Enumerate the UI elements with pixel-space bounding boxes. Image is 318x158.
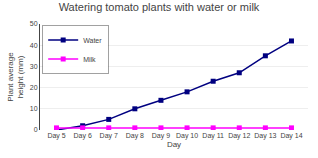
svg-text:Day 9: Day 9 — [152, 132, 170, 140]
svg-text:40: 40 — [30, 42, 38, 49]
svg-text:Water: Water — [83, 37, 102, 44]
svg-text:50: 50 — [30, 20, 38, 27]
svg-text:Day 14: Day 14 — [280, 132, 302, 140]
svg-text:Day: Day — [167, 140, 181, 149]
svg-text:Watering tomato plants with wa: Watering tomato plants with water or mil… — [59, 1, 260, 13]
svg-text:0: 0 — [34, 126, 38, 133]
svg-text:Day 8: Day 8 — [126, 132, 144, 140]
svg-text:Day 12: Day 12 — [228, 132, 250, 140]
svg-text:Plant averageheight (mm): Plant averageheight (mm) — [6, 52, 25, 102]
svg-text:Day 10: Day 10 — [176, 132, 198, 140]
svg-text:Day 6: Day 6 — [73, 132, 91, 140]
svg-text:10: 10 — [30, 105, 38, 112]
svg-text:Day 7: Day 7 — [100, 132, 118, 140]
svg-text:Day 5: Day 5 — [47, 132, 65, 140]
svg-text:Milk: Milk — [83, 56, 96, 63]
svg-text:30: 30 — [30, 63, 38, 70]
svg-text:20: 20 — [30, 84, 38, 91]
svg-text:Day 13: Day 13 — [254, 132, 276, 140]
svg-text:Day 11: Day 11 — [202, 132, 224, 140]
